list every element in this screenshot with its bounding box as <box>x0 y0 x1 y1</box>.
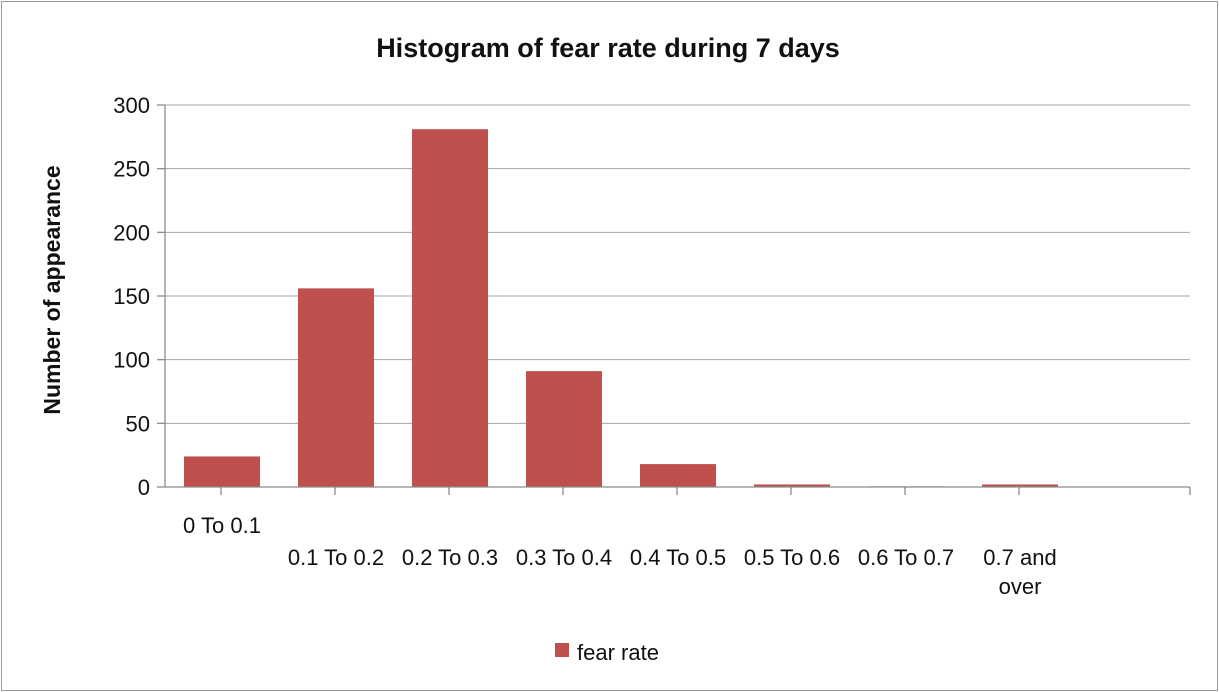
legend-swatch <box>555 643 569 657</box>
x-tick-label: 0.1 To 0.2 <box>288 545 384 570</box>
y-tick-label: 0 <box>138 475 150 500</box>
bar <box>754 484 830 487</box>
legend-label: fear rate <box>577 640 659 665</box>
x-tick-label: 0 To 0.1 <box>183 513 261 538</box>
y-tick-label: 100 <box>113 348 150 373</box>
y-axis-ticks: 0 50 100 150 200 250 300 <box>113 93 150 500</box>
legend: fear rate <box>555 640 659 665</box>
x-tick-label: 0.4 To 0.5 <box>630 545 726 570</box>
x-axis-labels: 0 To 0.1 0.1 To 0.2 0.2 To 0.3 0.3 To 0.4 0.… <box>183 513 1057 599</box>
x-tick-label: 0.6 To 0.7 <box>858 545 954 570</box>
y-tick-label: 300 <box>113 93 150 118</box>
y-axis-label: Number of appearance <box>39 165 65 414</box>
y-tick-label: 50 <box>126 411 150 436</box>
y-tick-label: 250 <box>113 157 150 182</box>
bar <box>982 484 1058 487</box>
bar <box>298 288 374 487</box>
bars <box>184 129 1058 488</box>
y-tick-label: 150 <box>113 284 150 309</box>
bar <box>412 129 488 487</box>
x-tick-label: 0.3 To 0.4 <box>516 545 612 570</box>
bar <box>184 456 260 487</box>
bar <box>526 371 602 487</box>
x-tick-label: 0.5 To 0.6 <box>744 545 840 570</box>
x-axis <box>157 104 1191 495</box>
y-tick-label: 200 <box>113 220 150 245</box>
chart-title: Histogram of fear rate during 7 days <box>376 33 840 63</box>
bar <box>640 464 716 487</box>
x-tick-label: 0.2 To 0.3 <box>402 545 498 570</box>
x-tick-label: 0.7 and over <box>983 545 1056 599</box>
